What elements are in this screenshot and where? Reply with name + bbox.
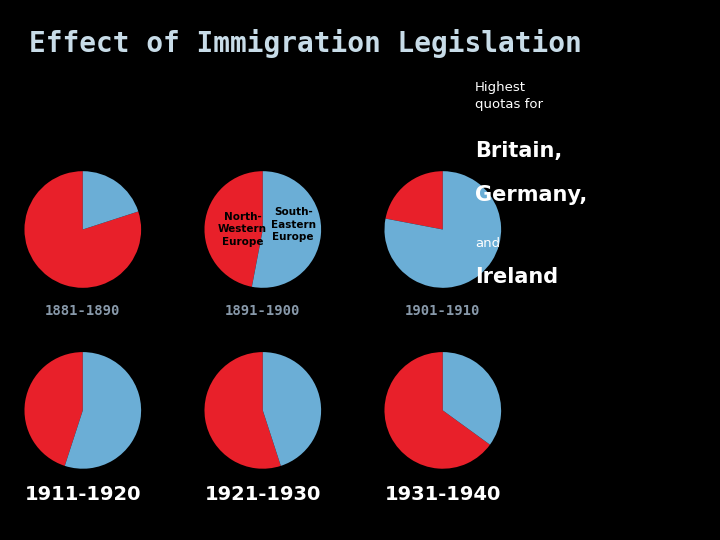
Wedge shape <box>83 171 138 230</box>
Wedge shape <box>385 171 443 230</box>
Text: Ireland: Ireland <box>475 267 558 287</box>
Wedge shape <box>204 171 263 287</box>
Wedge shape <box>443 352 501 444</box>
Text: 1881-1890: 1881-1890 <box>45 304 120 318</box>
Wedge shape <box>204 352 281 469</box>
Text: Germany,: Germany, <box>475 186 588 206</box>
Text: Highest
quotas for: Highest quotas for <box>475 81 543 111</box>
Wedge shape <box>24 171 141 288</box>
Text: 1891-1900: 1891-1900 <box>225 304 300 318</box>
Text: 1921-1930: 1921-1930 <box>204 485 321 504</box>
Wedge shape <box>65 352 141 469</box>
Text: South-
Eastern
Europe: South- Eastern Europe <box>271 207 315 242</box>
Text: Britain,: Britain, <box>475 141 562 161</box>
Text: North-
Western
Europe: North- Western Europe <box>218 212 267 247</box>
Wedge shape <box>384 352 490 469</box>
Wedge shape <box>252 171 321 288</box>
Text: Effect of Immigration Legislation: Effect of Immigration Legislation <box>29 29 582 58</box>
Text: 1911-1920: 1911-1920 <box>24 485 141 504</box>
Text: 1931-1940: 1931-1940 <box>384 485 501 504</box>
Wedge shape <box>263 352 321 466</box>
Text: and: and <box>475 237 500 249</box>
Wedge shape <box>24 352 83 466</box>
Wedge shape <box>384 171 501 288</box>
Text: 1901-1910: 1901-1910 <box>405 304 480 318</box>
